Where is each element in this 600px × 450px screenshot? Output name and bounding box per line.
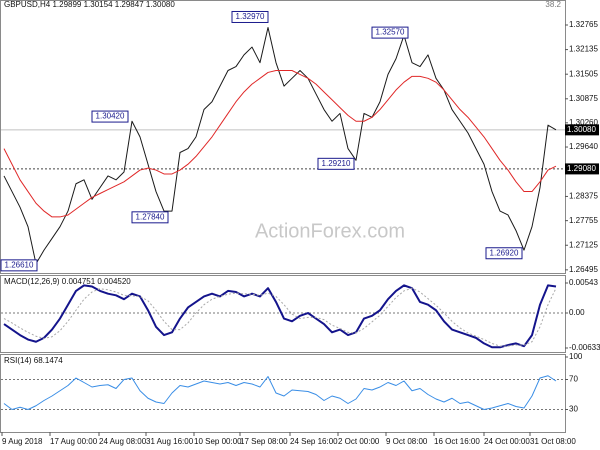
x-tick-label: 17 Aug 00:00 — [50, 437, 98, 446]
price-label-box — [565, 163, 599, 175]
price-label: 1.29080 — [567, 164, 596, 173]
series-line — [3, 69, 557, 218]
annotation-box — [131, 211, 169, 224]
series-line — [3, 375, 557, 410]
price-label-box — [565, 124, 599, 136]
y-tick-label: 100 — [569, 352, 583, 361]
y-tick-label: 1.31505 — [569, 69, 598, 78]
annotation-box — [317, 157, 355, 170]
y-tick-label: 1.29640 — [569, 142, 598, 151]
y-tick-label: 1.32135 — [569, 45, 598, 54]
x-tick-label: 9 Oct 08:00 — [386, 437, 428, 446]
x-tick-label: 24 Oct 00:00 — [484, 437, 530, 446]
y-tick-label: -0.006332 — [569, 343, 600, 352]
price-frame — [0, 0, 566, 274]
series-line — [3, 27, 557, 265]
x-tick-label: 17 Sep 08:00 — [240, 437, 288, 446]
annotation-label: 1.32970 — [236, 12, 265, 21]
x-tick-label: 2 Oct 00:00 — [338, 437, 380, 446]
x-tick-label: 9 Aug 2018 — [2, 437, 43, 446]
annotation-box — [91, 110, 129, 123]
y-tick-label: 0.00543 — [569, 278, 598, 287]
panel-title: MACD(12,26,9) 0.004751 0.004520 — [4, 277, 131, 286]
panel-title: RSI(14) 68.1474 — [4, 356, 63, 365]
annotation-box — [485, 247, 523, 260]
y-tick-label: 0.00 — [569, 308, 585, 317]
macd-frame — [0, 275, 566, 353]
y-tick-label: 30 — [569, 405, 578, 414]
watermark: ActionForex.com — [255, 220, 405, 242]
annotation-box — [0, 259, 38, 272]
x-tick-label: 24 Sep 16:00 — [290, 437, 338, 446]
rsi-frame — [0, 354, 566, 433]
x-tick-label: 31 Aug 16:00 — [146, 437, 194, 446]
y-tick-label: 1.27755 — [569, 216, 598, 225]
y-tick-label: 1.27125 — [569, 240, 598, 249]
annotation-label: 1.27840 — [136, 212, 165, 221]
corner-label: 38.2 — [545, 0, 561, 9]
x-tick-label: 31 Oct 08:00 — [530, 437, 576, 446]
y-tick-label: 70 — [569, 375, 578, 384]
y-tick-label: 1.28375 — [569, 192, 598, 201]
x-tick-label: 10 Sep 00:00 — [194, 437, 242, 446]
series-line — [3, 287, 557, 347]
y-tick-label: 1.30260 — [569, 118, 598, 127]
y-tick-label: 1.26495 — [569, 265, 598, 274]
annotation-label: 1.26920 — [490, 248, 519, 257]
y-tick-label: 1.30875 — [569, 94, 598, 103]
annotation-box — [231, 10, 269, 23]
series-line — [3, 284, 557, 349]
price-label: 1.30080 — [567, 125, 596, 134]
x-tick-label: 24 Aug 08:00 — [99, 437, 147, 446]
annotation-label: 1.30420 — [96, 112, 125, 121]
annotation-label: 1.26610 — [5, 260, 34, 269]
annotation-label: 1.29210 — [322, 159, 351, 168]
y-tick-label: 1.32765 — [569, 20, 598, 29]
annotation-box — [371, 26, 409, 39]
annotation-label: 1.32570 — [376, 28, 405, 37]
x-tick-label: 16 Oct 16:00 — [434, 437, 480, 446]
panel-title: GBPUSD,H4 1.29899 1.30154 1.29847 1.3008… — [4, 0, 175, 9]
